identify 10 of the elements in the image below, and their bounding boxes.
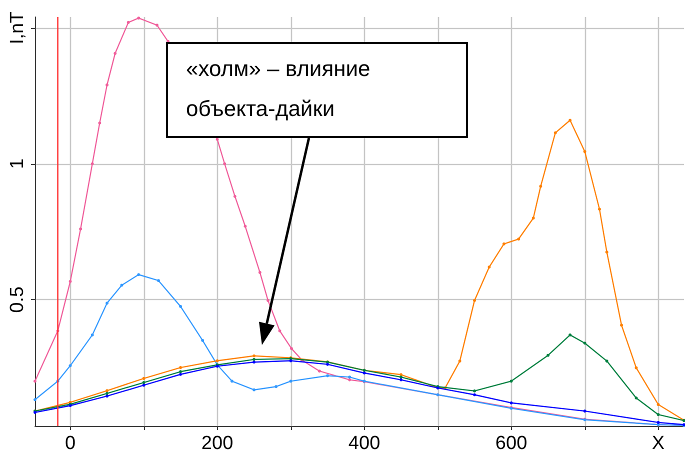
y-tick-label: 0.5 [7, 286, 28, 313]
x-tick-label: 0 [64, 433, 76, 453]
y-tick-label: 1 [7, 158, 28, 170]
x-tick-label: 600 [495, 433, 528, 453]
x-tick-label: 200 [201, 433, 234, 453]
x-tick-label: 400 [348, 433, 380, 453]
y-tick-label: I,nT [7, 11, 28, 44]
annotation: «холм» – влияние объекта-дайки [186, 55, 370, 123]
callout-box: «холм» – влияние объекта-дайки [166, 42, 468, 138]
x-tick-label: X [652, 433, 665, 453]
